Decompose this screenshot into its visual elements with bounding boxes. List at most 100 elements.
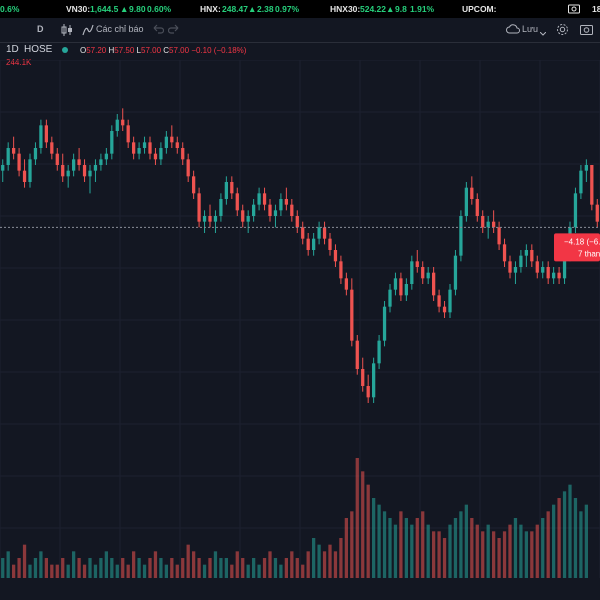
candle-body xyxy=(6,148,10,165)
price-change-badge: −4.18 (−6.8 7 thanh xyxy=(554,233,600,262)
legend-exchange: HOSE xyxy=(24,44,53,55)
volume-bar xyxy=(110,558,114,578)
candle-body xyxy=(252,204,256,216)
undo-icon[interactable] xyxy=(152,23,165,37)
volume-bar xyxy=(142,564,147,578)
volume-bar xyxy=(290,551,294,578)
volume-bar xyxy=(410,524,414,578)
volume-bar xyxy=(557,498,561,578)
volume-bar xyxy=(339,538,343,578)
volume-bar xyxy=(497,538,501,578)
volume-bar xyxy=(579,511,583,578)
candle-body xyxy=(388,289,392,307)
volume-bar xyxy=(279,564,283,578)
volume-bar xyxy=(197,558,201,578)
volume-bar xyxy=(12,564,16,578)
candle-body xyxy=(481,216,485,228)
badge-bars-text: 7 thanh xyxy=(578,249,600,258)
volume-bars xyxy=(1,458,588,578)
volume-bar xyxy=(481,531,485,578)
ticker-vn30-label[interactable]: VN30: xyxy=(66,4,91,14)
volume-bar xyxy=(44,558,48,578)
candle-body xyxy=(61,165,65,177)
candle-body xyxy=(55,153,59,165)
volume-bar xyxy=(121,558,125,578)
ticker-bar: 0.6% VN30: 1,644.5 ▲ 9.80 0.60% HNX: 248… xyxy=(0,0,600,18)
volume-bar xyxy=(470,518,474,578)
camera-icon[interactable] xyxy=(568,3,580,14)
candle-body xyxy=(421,267,425,279)
volume-bar xyxy=(437,531,441,578)
candle-body xyxy=(72,159,76,171)
save-dropdown-icon[interactable] xyxy=(539,28,547,38)
volume-bar xyxy=(61,558,65,578)
chart-toolbar: D Các chỉ báo Lưu xyxy=(0,18,600,43)
snapshot-icon[interactable] xyxy=(580,23,593,37)
save-button[interactable]: Lưu xyxy=(522,24,539,34)
candle-body xyxy=(339,261,343,279)
volume-bar xyxy=(519,524,523,578)
candle-body xyxy=(579,170,583,194)
volume-bar xyxy=(230,564,234,578)
candle-body xyxy=(595,204,599,222)
candle-body xyxy=(33,148,38,160)
volume-bar xyxy=(541,518,545,578)
candle-body xyxy=(153,153,158,160)
candle-body xyxy=(197,193,201,222)
candle-body xyxy=(355,340,359,369)
volume-bar xyxy=(322,551,327,578)
volume-bar xyxy=(257,564,261,578)
candle-body xyxy=(213,216,218,222)
interval-selector[interactable]: D xyxy=(37,24,44,34)
volume-bar xyxy=(262,558,267,578)
volume-bar xyxy=(344,518,348,578)
volume-bar xyxy=(28,564,32,578)
close-value: 57.00 xyxy=(169,46,190,55)
volume-bar xyxy=(137,558,141,578)
volume-bar xyxy=(82,564,87,578)
candle-body xyxy=(22,170,27,182)
volume-bar xyxy=(393,524,398,578)
volume-bar xyxy=(535,524,539,578)
candlestick-icon[interactable] xyxy=(60,23,74,39)
candle-body xyxy=(279,199,283,211)
candle-body xyxy=(104,153,108,160)
volume-bar xyxy=(93,564,98,578)
ticker-hnx-value: 248.47 xyxy=(222,4,248,14)
candle-body xyxy=(377,340,381,364)
candle-body xyxy=(317,227,321,239)
volume-bar xyxy=(301,564,305,578)
candle-body xyxy=(333,250,338,262)
volume-bar xyxy=(104,551,108,578)
candle-body xyxy=(546,267,550,279)
candle-body xyxy=(170,136,174,143)
ticker-upcom-label[interactable]: UPCOM: xyxy=(462,4,497,14)
indicators-icon[interactable] xyxy=(82,23,94,39)
volume-bar xyxy=(39,551,43,578)
volume-bar xyxy=(219,558,223,578)
volume-bar xyxy=(224,558,228,578)
indicators-button[interactable]: Các chỉ báo xyxy=(96,24,144,34)
ticker-hnx-pct: 0.97% xyxy=(275,4,300,14)
volume-bar xyxy=(186,544,190,578)
volume-bar xyxy=(77,558,81,578)
ticker-hnx-label[interactable]: HNX: xyxy=(200,4,221,14)
ticker-hnx30-label[interactable]: HNX30: xyxy=(330,4,361,14)
candle-body xyxy=(584,165,588,171)
gear-icon[interactable] xyxy=(556,23,569,38)
candle-body xyxy=(93,165,98,171)
volume-bar xyxy=(153,551,158,578)
candle-body xyxy=(399,278,403,296)
candlesticks xyxy=(1,108,599,403)
redo-icon[interactable] xyxy=(167,23,180,37)
high-value: 57.50 xyxy=(114,46,135,55)
volume-bar xyxy=(568,484,572,578)
price-chart[interactable]: −4.18 (−6.8 7 thanh xyxy=(0,60,600,578)
volume-bar xyxy=(584,504,588,578)
low-label: L xyxy=(136,46,141,55)
volume-bar xyxy=(377,504,381,578)
candle-body xyxy=(137,148,141,154)
candle-body xyxy=(562,255,567,279)
candle-body xyxy=(126,125,130,143)
volume-bar xyxy=(508,524,512,578)
